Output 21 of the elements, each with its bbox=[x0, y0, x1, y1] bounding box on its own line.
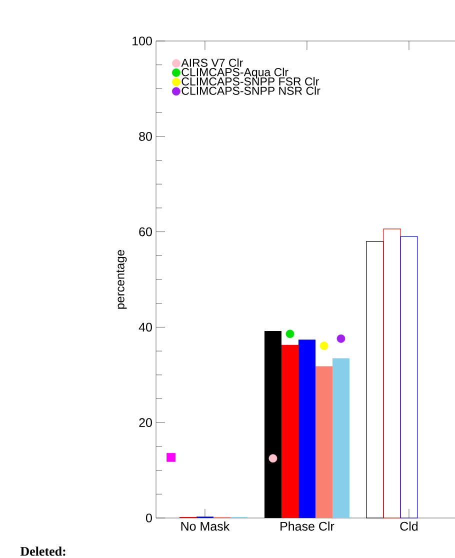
bar bbox=[400, 236, 418, 518]
bar bbox=[264, 331, 282, 518]
bar bbox=[281, 344, 298, 518]
y-tick-label: 60 bbox=[139, 227, 152, 236]
bar bbox=[298, 340, 316, 518]
legend-label: AIRS V7 Clr bbox=[181, 58, 243, 67]
legend-label: CLIMCAPS-SNPP FSR Clr bbox=[182, 77, 319, 86]
y-tick-label: 20 bbox=[139, 418, 152, 428]
bar bbox=[315, 366, 332, 518]
y-tick-label: 0 bbox=[146, 514, 152, 522]
text: Deleted: bbox=[20, 546, 66, 556]
y-axis-title: percentage bbox=[116, 250, 127, 309]
x-tick-label: Phase Clr bbox=[280, 522, 334, 531]
x-tick-label: No Mask bbox=[181, 522, 230, 531]
x-tick-label: Cld bbox=[400, 522, 418, 531]
legend-label: CLIMCAPS-SNPP NSR Clr bbox=[182, 86, 320, 95]
y-tick-label: 100 bbox=[132, 36, 152, 46]
legend-label: CLIMCAPS-Aqua Clr bbox=[182, 68, 288, 78]
y-tick-label: 40 bbox=[138, 322, 152, 332]
bar bbox=[332, 358, 350, 518]
y-tick-label: 80 bbox=[139, 132, 152, 141]
